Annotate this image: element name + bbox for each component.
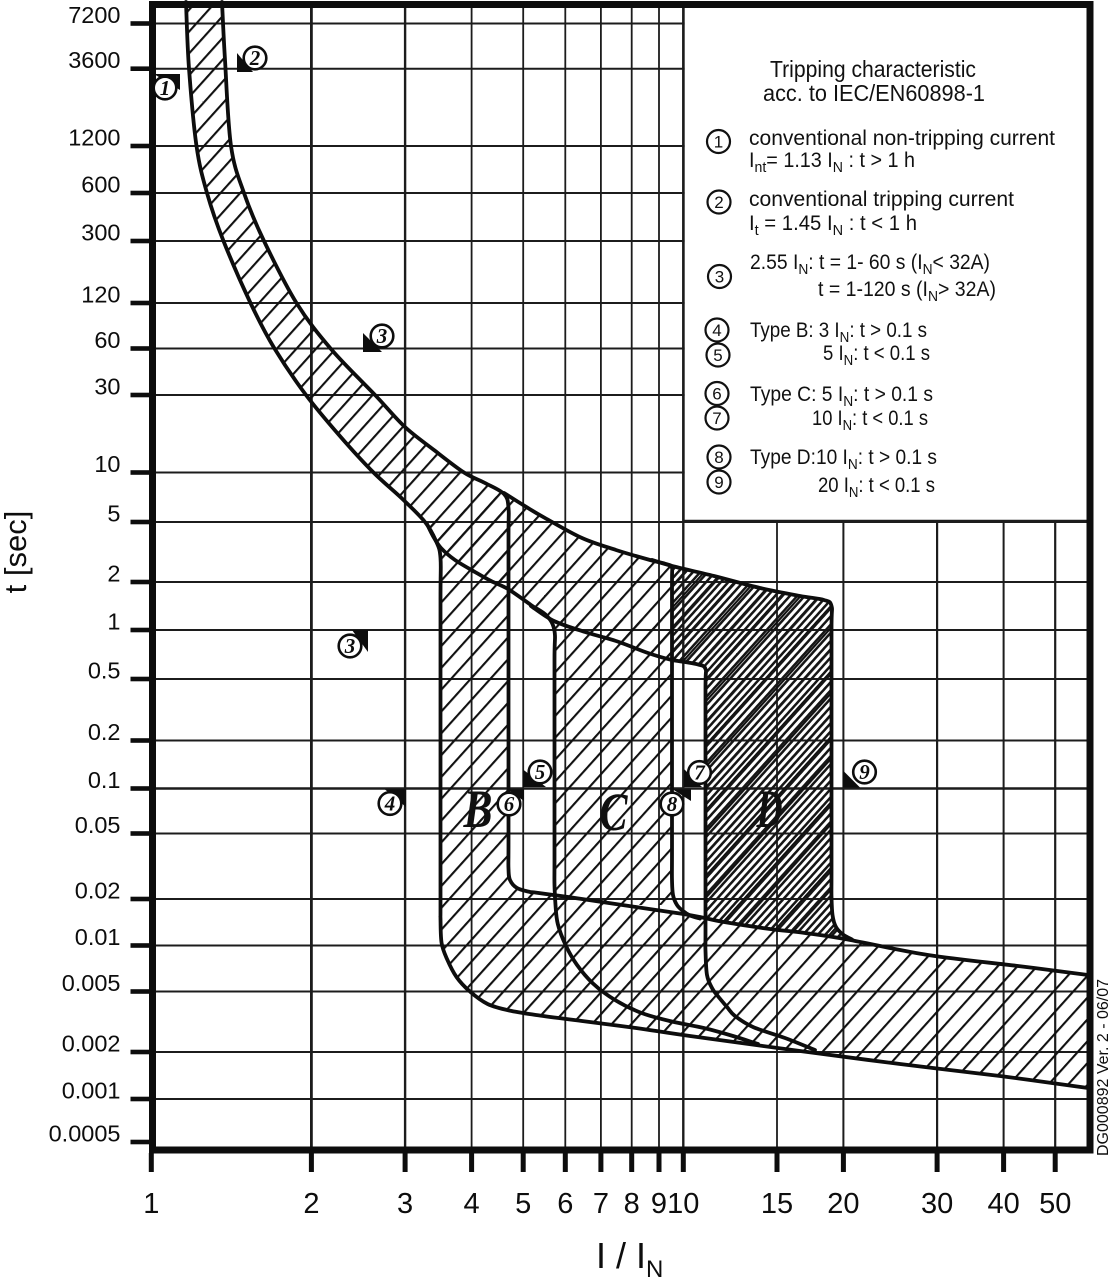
svg-text:7: 7 bbox=[712, 409, 721, 428]
svg-text:Type D:10 IN: t > 0.1 s: Type D:10 IN: t > 0.1 s bbox=[750, 446, 937, 473]
svg-text:0.005: 0.005 bbox=[62, 970, 121, 996]
svg-text:t = 1-120 s (IN> 32A): t = 1-120 s (IN> 32A) bbox=[818, 278, 996, 305]
svg-text:60: 60 bbox=[94, 327, 120, 353]
svg-text:2.55 IN: t = 1- 60 s (IN< 32A): 2.55 IN: t = 1- 60 s (IN< 32A) bbox=[750, 251, 990, 278]
svg-text:120: 120 bbox=[81, 282, 120, 308]
svg-text:0.001: 0.001 bbox=[62, 1078, 121, 1104]
svg-text:30: 30 bbox=[94, 374, 120, 400]
svg-text:1: 1 bbox=[160, 76, 171, 100]
svg-text:15: 15 bbox=[761, 1188, 793, 1220]
svg-text:6: 6 bbox=[557, 1188, 573, 1220]
svg-text:9: 9 bbox=[859, 760, 870, 784]
svg-text:5: 5 bbox=[515, 1188, 531, 1220]
svg-text:conventional tripping current: conventional tripping current bbox=[749, 188, 1014, 211]
svg-text:20 IN: t < 0.1 s: 20 IN: t < 0.1 s bbox=[818, 474, 935, 501]
svg-text:Int= 1.13 IN : t > 1 h: Int= 1.13 IN : t > 1 h bbox=[749, 149, 915, 176]
svg-text:D: D bbox=[756, 779, 783, 839]
svg-text:0.002: 0.002 bbox=[62, 1031, 121, 1057]
svg-text:8: 8 bbox=[714, 448, 723, 467]
svg-text:300: 300 bbox=[81, 220, 120, 246]
svg-text:8: 8 bbox=[624, 1188, 640, 1220]
svg-text:1: 1 bbox=[714, 133, 723, 152]
svg-text:5: 5 bbox=[713, 346, 722, 365]
svg-text:40: 40 bbox=[987, 1188, 1019, 1220]
svg-text:It = 1.45 IN : t < 1 h: It = 1.45 IN : t < 1 h bbox=[749, 212, 917, 239]
svg-text:0.1: 0.1 bbox=[88, 767, 121, 793]
svg-text:1: 1 bbox=[143, 1188, 159, 1220]
svg-text:Tripping characteristic: Tripping characteristic bbox=[770, 56, 976, 82]
svg-text:acc. to IEC/EN60898-1: acc. to IEC/EN60898-1 bbox=[763, 80, 985, 106]
svg-text:DG000892 Ver. 2 - 06/07: DG000892 Ver. 2 - 06/07 bbox=[1095, 979, 1111, 1156]
svg-text:7: 7 bbox=[694, 761, 706, 785]
svg-text:6: 6 bbox=[504, 792, 515, 816]
svg-text:7: 7 bbox=[593, 1188, 609, 1220]
svg-text:0.2: 0.2 bbox=[88, 719, 121, 745]
svg-text:4: 4 bbox=[384, 792, 396, 816]
svg-text:B: B bbox=[463, 779, 493, 839]
svg-text:9: 9 bbox=[714, 473, 723, 492]
svg-text:5 IN: t < 0.1 s: 5 IN: t < 0.1 s bbox=[823, 342, 930, 369]
svg-text:3600: 3600 bbox=[68, 47, 120, 73]
svg-text:4: 4 bbox=[464, 1188, 480, 1220]
svg-text:conventional non-tripping curr: conventional non-tripping current bbox=[749, 127, 1055, 150]
svg-text:4: 4 bbox=[712, 321, 721, 340]
svg-text:2: 2 bbox=[303, 1188, 319, 1220]
svg-text:10 IN: t < 0.1 s: 10 IN: t < 0.1 s bbox=[812, 407, 928, 434]
svg-text:3: 3 bbox=[397, 1188, 413, 1220]
svg-text:50: 50 bbox=[1039, 1188, 1071, 1220]
svg-text:1200: 1200 bbox=[68, 125, 120, 151]
svg-text:2: 2 bbox=[714, 193, 723, 212]
svg-text:Type B: 3 IN: t > 0.1 s: Type B: 3 IN: t > 0.1 s bbox=[750, 319, 927, 346]
svg-text:6: 6 bbox=[712, 385, 721, 404]
svg-text:9: 9 bbox=[651, 1188, 667, 1220]
svg-text:2: 2 bbox=[249, 46, 261, 70]
svg-text:2: 2 bbox=[107, 561, 120, 587]
svg-text:t [sec]: t [sec] bbox=[0, 511, 33, 594]
svg-text:0.0005: 0.0005 bbox=[49, 1121, 121, 1147]
svg-text:7200: 7200 bbox=[68, 2, 120, 28]
svg-text:10: 10 bbox=[94, 451, 120, 477]
svg-text:0.01: 0.01 bbox=[75, 924, 121, 950]
svg-text:20: 20 bbox=[827, 1188, 859, 1220]
svg-text:1: 1 bbox=[107, 609, 120, 635]
svg-text:0.05: 0.05 bbox=[75, 812, 121, 838]
svg-text:5: 5 bbox=[535, 760, 546, 784]
svg-text:3: 3 bbox=[715, 268, 724, 287]
svg-text:3: 3 bbox=[344, 634, 356, 658]
svg-text:Type C: 5 IN: t > 0.1 s: Type C: 5 IN: t > 0.1 s bbox=[750, 383, 933, 410]
svg-text:0.5: 0.5 bbox=[88, 658, 121, 684]
svg-text:8: 8 bbox=[667, 792, 678, 816]
svg-text:3: 3 bbox=[376, 324, 388, 348]
svg-text:600: 600 bbox=[81, 172, 120, 198]
svg-text:C: C bbox=[600, 782, 629, 842]
svg-text:30: 30 bbox=[921, 1188, 953, 1220]
svg-text:0.02: 0.02 bbox=[75, 878, 121, 904]
svg-text:5: 5 bbox=[107, 501, 120, 527]
svg-text:10: 10 bbox=[667, 1188, 699, 1220]
